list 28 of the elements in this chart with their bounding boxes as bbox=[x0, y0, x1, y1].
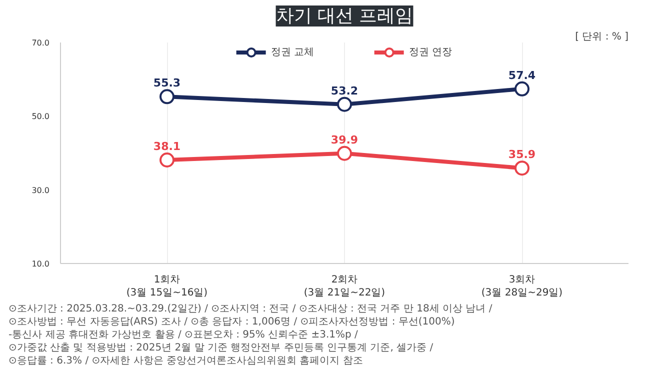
data-label: 35.9 bbox=[508, 148, 536, 162]
x-tick-label: 3회차 (3월 28일~29일) bbox=[481, 274, 563, 299]
text: ⊙조사방법 : 무선 자동응답(ARS) 조사 / ⊙총 응답자 : 1,006명 / ⊙피조사자선정방법 : 무선(100%) bbox=[8, 316, 455, 328]
y-tick-label: 10.0 bbox=[32, 260, 50, 268]
data-label: 38.1 bbox=[153, 140, 181, 153]
text: -통신사 제공 휴대전화 가상번호 활용 / ⊙표본오차 : 95% 신뢰수준 ±3.1%p / bbox=[8, 330, 359, 340]
x-tick-label: 2회차 (3월 21일~22일) bbox=[304, 274, 386, 299]
data-label: 57.4 bbox=[508, 68, 536, 82]
data-label: 53.2 bbox=[330, 84, 358, 98]
y-tick-label: 70.0 bbox=[32, 38, 50, 48]
chart-title: 차기 대선 프레임 bbox=[276, 6, 414, 26]
point bbox=[337, 96, 352, 112]
point bbox=[160, 89, 174, 104]
annotation: [ 단위 : % ] bbox=[575, 32, 629, 42]
legend-label: 정권 교체 bbox=[270, 46, 314, 59]
y-tick-label: 50.0 bbox=[32, 112, 50, 122]
point bbox=[514, 81, 530, 96]
point bbox=[514, 160, 530, 176]
text: ⊙응답률 : 6.3% / ⊙자세한 사항은 중앙선거여론조사심의위원회 홈페이지 참조 bbox=[8, 356, 363, 366]
x-tick-label: 1회차 (3월 15일~16일) bbox=[126, 274, 208, 299]
point bbox=[160, 152, 174, 168]
point bbox=[337, 146, 352, 161]
text: ⊙가중값 산출 및 적용방법 : 2025년 2월 말 기준 행정안전부 주민등록 인구통계 기준, 셀가중 / bbox=[8, 342, 434, 354]
legend-label: 정권 연장 bbox=[409, 46, 452, 59]
data-label: 55.3 bbox=[153, 76, 181, 90]
y-tick-label: 30.0 bbox=[32, 186, 50, 195]
text: ⊙조사기간 : 2025.03.28.~03.29.(2일간) / ⊙조사지역 : 전국 / ⊙조사대상 : 전국 거주 만 18세 이상 남녀 / bbox=[8, 304, 493, 314]
data-label: 39.9 bbox=[330, 133, 358, 146]
